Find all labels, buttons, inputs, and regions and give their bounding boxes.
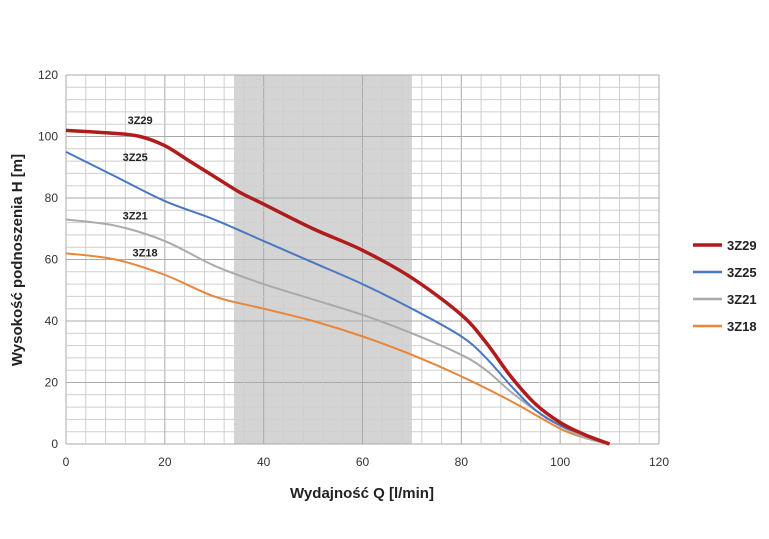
series-line-3z18 — [65, 252, 610, 445]
x-tick-label: 80 — [455, 455, 469, 469]
legend-entry-3z29: 3Z29 — [727, 238, 757, 253]
legend-entry-3z21: 3Z21 — [727, 292, 757, 307]
legend-entry-3z25: 3Z25 — [727, 265, 757, 280]
x-tick-label: 120 — [649, 455, 669, 469]
y-axis-label: Wysokość podnoszenia H [m] — [9, 154, 26, 366]
y-tick-label: 120 — [38, 68, 58, 82]
x-tick-label: 100 — [550, 455, 570, 469]
series-label-3z21: 3Z21 — [123, 211, 148, 223]
y-tick-label: 80 — [45, 191, 59, 205]
series-line-3z29 — [65, 128, 611, 446]
x-tick-label: 40 — [257, 455, 271, 469]
y-tick-label: 100 — [38, 130, 58, 144]
x-tick-label: 60 — [356, 455, 370, 469]
legend-entry-3z18: 3Z18 — [727, 319, 757, 334]
x-axis-label: Wydajność Q [l/min] — [290, 485, 434, 502]
y-tick-label: 40 — [45, 314, 59, 328]
series-label-3z18: 3Z18 — [133, 247, 158, 259]
series-label-3z25: 3Z25 — [123, 152, 148, 164]
y-tick-label: 60 — [45, 253, 59, 267]
series-label-3z29: 3Z29 — [128, 115, 153, 127]
y-tick-label: 0 — [51, 437, 58, 451]
x-tick-label: 0 — [63, 455, 70, 469]
series-line-3z25 — [65, 150, 610, 445]
x-tick-label: 20 — [158, 455, 172, 469]
y-tick-label: 20 — [45, 376, 59, 390]
